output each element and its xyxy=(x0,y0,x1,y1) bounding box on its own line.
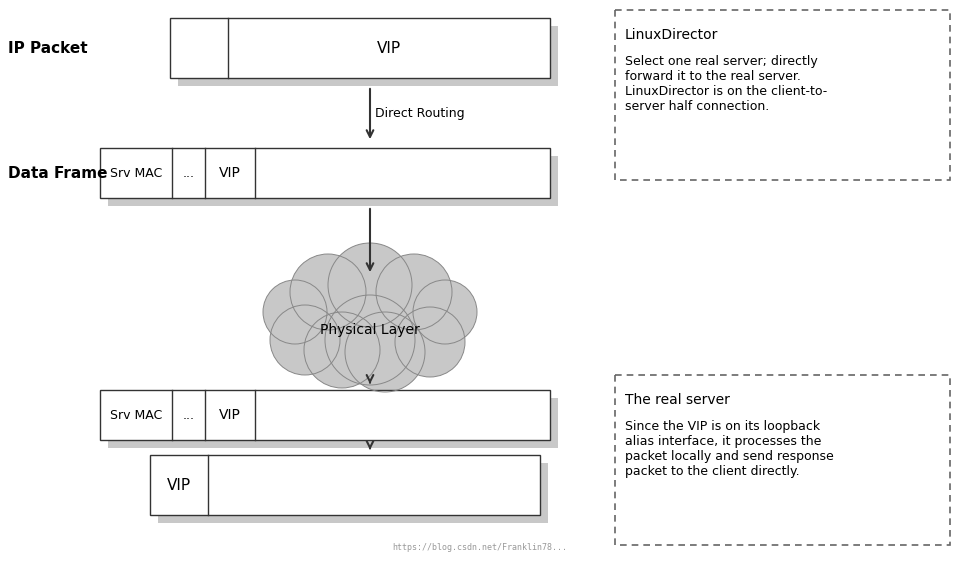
Bar xyxy=(100,390,550,440)
Bar xyxy=(178,26,558,86)
Bar xyxy=(150,455,540,515)
Text: Srv MAC: Srv MAC xyxy=(109,408,162,421)
Circle shape xyxy=(395,307,465,377)
Text: Select one real server; directly
forward it to the real server.
LinuxDirector is: Select one real server; directly forward… xyxy=(625,55,828,113)
Text: LinuxDirector: LinuxDirector xyxy=(625,28,718,42)
Text: Data Frame: Data Frame xyxy=(8,165,108,181)
Circle shape xyxy=(290,254,366,330)
Text: Physical Layer: Physical Layer xyxy=(320,323,420,337)
Text: VIP: VIP xyxy=(219,166,241,180)
Text: ...: ... xyxy=(182,408,195,421)
Bar xyxy=(158,463,548,523)
Circle shape xyxy=(413,280,477,344)
Circle shape xyxy=(345,312,425,392)
Text: VIP: VIP xyxy=(377,40,401,56)
Text: https://blog.csdn.net/Franklin78...: https://blog.csdn.net/Franklin78... xyxy=(393,543,567,552)
Circle shape xyxy=(304,312,380,388)
Bar xyxy=(108,156,558,206)
Text: ...: ... xyxy=(182,167,195,180)
Bar xyxy=(100,148,550,198)
Bar xyxy=(615,375,950,545)
Bar xyxy=(108,398,558,448)
Circle shape xyxy=(376,254,452,330)
Circle shape xyxy=(328,243,412,327)
Circle shape xyxy=(270,305,340,375)
Text: Srv MAC: Srv MAC xyxy=(109,167,162,180)
Text: Since the VIP is on its loopback
alias interface, it processes the
packet locall: Since the VIP is on its loopback alias i… xyxy=(625,420,833,478)
Circle shape xyxy=(263,280,327,344)
Text: VIP: VIP xyxy=(167,477,191,493)
Text: Direct Routing: Direct Routing xyxy=(375,107,465,119)
Bar xyxy=(170,18,550,78)
Text: The real server: The real server xyxy=(625,393,730,407)
Text: IP Packet: IP Packet xyxy=(8,40,87,56)
Bar xyxy=(615,10,950,180)
Circle shape xyxy=(325,295,415,385)
Text: VIP: VIP xyxy=(219,408,241,422)
